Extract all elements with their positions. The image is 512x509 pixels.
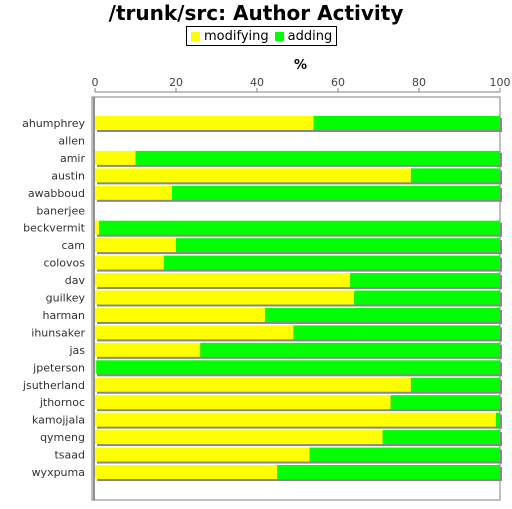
- bar-modifying: [95, 430, 383, 445]
- bar-adding: [176, 238, 500, 253]
- bar-modifying: [95, 273, 351, 288]
- bar-adding: [410, 168, 500, 183]
- bar-modifying: [95, 238, 176, 253]
- y-tick-label: jsutherland: [22, 379, 85, 392]
- bar-adding: [382, 430, 500, 445]
- y-tick-label: cam: [61, 239, 85, 252]
- y-tick-label: qymeng: [40, 431, 85, 444]
- x-tick-label: 80: [412, 76, 426, 89]
- bar-modifying: [95, 465, 278, 479]
- bar-adding: [277, 465, 500, 479]
- y-tick-label: tsaad: [54, 449, 85, 462]
- bar-modifying: [95, 220, 100, 235]
- bar-modifying: [95, 377, 411, 392]
- y-tick-label: ahumphrey: [22, 117, 85, 130]
- y-tick-label: harman: [43, 309, 85, 322]
- y-tick-label: wyxpuma: [32, 466, 85, 479]
- legend: modifying adding: [186, 26, 338, 46]
- bar-modifying: [95, 360, 97, 375]
- bar-adding: [135, 150, 500, 165]
- x-axis-label: %: [294, 58, 307, 73]
- bar-adding: [171, 185, 500, 200]
- bar-modifying: [95, 150, 136, 165]
- bar-modifying: [95, 116, 314, 130]
- bar-modifying: [95, 325, 294, 340]
- y-tick-label: amir: [60, 152, 86, 165]
- legend-item-modifying: modifying: [191, 29, 269, 44]
- y-tick-label: jas: [68, 344, 85, 357]
- x-tick-label: 60: [331, 76, 345, 89]
- x-tick-label: 40: [250, 76, 264, 89]
- y-tick-label: jpeterson: [32, 361, 85, 374]
- y-tick-label: austin: [51, 169, 85, 182]
- y-tick-label: allen: [58, 134, 85, 147]
- y-tick-label: guilkey: [46, 292, 86, 305]
- y-tick-label: awabboud: [28, 187, 85, 200]
- legend-label-modifying: modifying: [204, 28, 269, 44]
- y-tick-label: beckvermit: [23, 222, 86, 235]
- bar-adding: [99, 220, 501, 235]
- legend-label-adding: adding: [287, 28, 333, 44]
- bar-adding: [96, 360, 500, 375]
- y-tick-label: ihunsaker: [31, 326, 85, 339]
- bar-modifying: [95, 412, 496, 427]
- y-tick-label: kamojjala: [32, 414, 85, 427]
- bar-modifying: [95, 168, 411, 183]
- legend-swatch-modifying: [191, 31, 200, 41]
- y-tick-label: colovos: [43, 257, 85, 270]
- bar-modifying: [95, 185, 172, 200]
- legend-swatch-adding: [274, 31, 284, 41]
- bar-adding: [350, 273, 500, 288]
- y-tick-label: jthornoc: [39, 396, 85, 409]
- bar-modifying: [95, 255, 164, 270]
- bar-adding: [163, 255, 500, 270]
- bar-modifying: [95, 290, 355, 305]
- bar-adding: [200, 342, 501, 357]
- bar-modifying: [95, 342, 201, 357]
- bar-modifying: [95, 307, 266, 322]
- bar-adding: [354, 290, 500, 305]
- bar-adding: [265, 307, 500, 322]
- bar-modifying: [95, 447, 310, 462]
- bar-adding: [390, 395, 500, 410]
- x-tick-label: 100: [490, 76, 511, 89]
- x-tick-label: 0: [92, 76, 99, 89]
- bar-adding: [495, 412, 500, 427]
- bar-adding: [313, 116, 500, 130]
- x-tick-label: 20: [169, 76, 183, 89]
- y-tick-label: dav: [65, 274, 86, 287]
- chart-title: /trunk/src: Author Activity: [108, 1, 404, 25]
- bar-adding: [309, 447, 500, 462]
- bar-modifying: [95, 395, 391, 410]
- legend-item-adding: adding: [274, 28, 333, 44]
- bar-adding: [410, 377, 500, 392]
- y-tick-label: banerjee: [36, 204, 85, 217]
- bar-adding: [293, 325, 500, 340]
